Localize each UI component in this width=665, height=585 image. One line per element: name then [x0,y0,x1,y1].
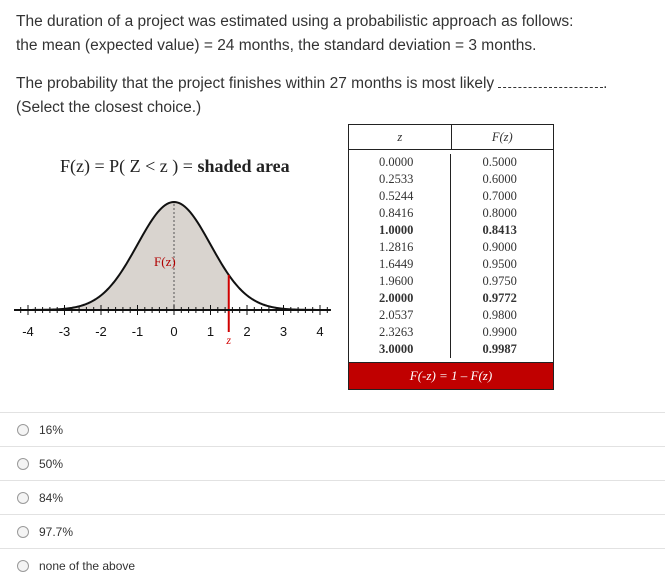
question-line-2: the mean (expected value) = 24 months, t… [16,37,537,54]
answer-option-label: 97.7% [39,524,74,539]
z-table-cell-z: 2.0537 [379,308,414,322]
question-line-1: The duration of a project was estimated … [16,13,574,30]
axis-tick-label: 1 [207,324,214,339]
shaded-area [17,202,229,310]
answer-option-label: none of the above [39,558,136,573]
axis-tick-label: -2 [95,324,107,339]
z-table-cell-z: 1.6449 [379,257,414,271]
formula-left: F(z) = P( Z < z ) = [60,156,198,176]
z-table-cell-fz: 0.9900 [482,325,517,339]
axis-tick-label: 0 [170,324,177,339]
z-table-cell-z: 0.5244 [379,189,414,203]
z-label: z [225,333,231,347]
axis-tick-label: 3 [280,324,287,339]
z-table-cell-z: 0.0000 [379,155,414,169]
z-column: 0.0000 0.2533 0.5244 0.8416 1.0000 1.2816 1.64… [349,154,451,358]
answer-option-label: 50% [39,456,64,471]
formula-right: shaded area [197,156,290,176]
z-table-cell-z: 2.0000 [379,291,414,305]
z-table-cell-fz: 0.6000 [482,172,517,186]
radio-button[interactable] [17,423,29,436]
z-table-cell-z: 1.0000 [379,223,414,237]
answer-option-label: 16% [39,422,64,437]
normal-curve-figure: -4 -3 -2 -1 0 1 2 3 4 F(z) z [14,180,334,380]
z-table-header: z F(z) [349,125,553,150]
z-table-cell-fz: 0.9500 [482,257,517,271]
z-table-footer: F(-z) = 1 – F(z) [349,362,553,389]
z-table-cell-fz: 0.9750 [482,274,517,288]
z-table: z F(z) 0.0000 0.2533 0.5244 0.8416 1.0000 1.2… [348,124,554,390]
axis-tick-label: -1 [132,324,144,339]
z-table-cell-z: 2.3263 [379,325,414,339]
cdf-formula: F(z) = P( Z < z ) = shaded area [60,156,290,177]
z-table-cell-z: 1.9600 [379,274,414,288]
question-prompt-block: The probability that the project finishe… [16,72,661,120]
radio-button[interactable] [17,457,29,470]
answer-option[interactable]: 16% [0,412,665,446]
z-table-cell-z: 3.0000 [379,342,414,356]
question-instruction: (Select the closest choice.) [16,99,202,116]
answer-option[interactable]: none of the above [0,548,665,582]
z-table-cell-fz: 0.5000 [482,155,517,169]
z-column-header: z [349,125,452,149]
answer-option-label: 84% [39,490,64,505]
fz-column-header: F(z) [491,129,513,144]
axis-tick-label: 4 [316,324,323,339]
question-prompt: The probability that the project finishe… [16,73,608,92]
z-table-cell-fz: 0.7000 [482,189,517,203]
radio-button[interactable] [17,559,29,572]
answer-blank [498,73,604,88]
z-table-body: 0.0000 0.2533 0.5244 0.8416 1.0000 1.2816 1.64… [349,150,553,362]
answer-option[interactable]: 84% [0,480,665,514]
z-table-cell-fz: 0.8000 [482,206,517,220]
answer-options: 16% 50% 84% 97.7% none of the above [0,412,665,582]
z-table-cell-fz: 0.9800 [482,308,517,322]
axis-tick-label: -3 [59,324,71,339]
answer-option[interactable]: 50% [0,446,665,480]
radio-button[interactable] [17,525,29,538]
question-text: The duration of a project was estimated … [16,10,656,58]
z-table-cell-fz: 0.9772 [482,291,517,305]
z-table-cell-fz: 0.9987 [482,342,517,356]
axis-tick-label: 2 [243,324,250,339]
normal-curve [17,200,331,311]
z-table-cell-fz: 0.8413 [482,223,517,237]
normal-curve-svg: -4 -3 -2 -1 0 1 2 3 4 F(z) z [14,200,331,347]
axis-tick-label: -4 [22,324,34,339]
z-table-cell-fz: 0.9000 [482,240,517,254]
z-table-cell-z: 0.2533 [379,172,414,186]
fz-column: 0.5000 0.6000 0.7000 0.8000 0.8413 0.9000 0.95… [451,154,554,358]
area-label: F(z) [154,254,176,269]
radio-button[interactable] [17,491,29,504]
z-table-cell-z: 0.8416 [379,206,414,220]
z-table-cell-z: 1.2816 [379,240,414,254]
answer-option[interactable]: 97.7% [0,514,665,548]
